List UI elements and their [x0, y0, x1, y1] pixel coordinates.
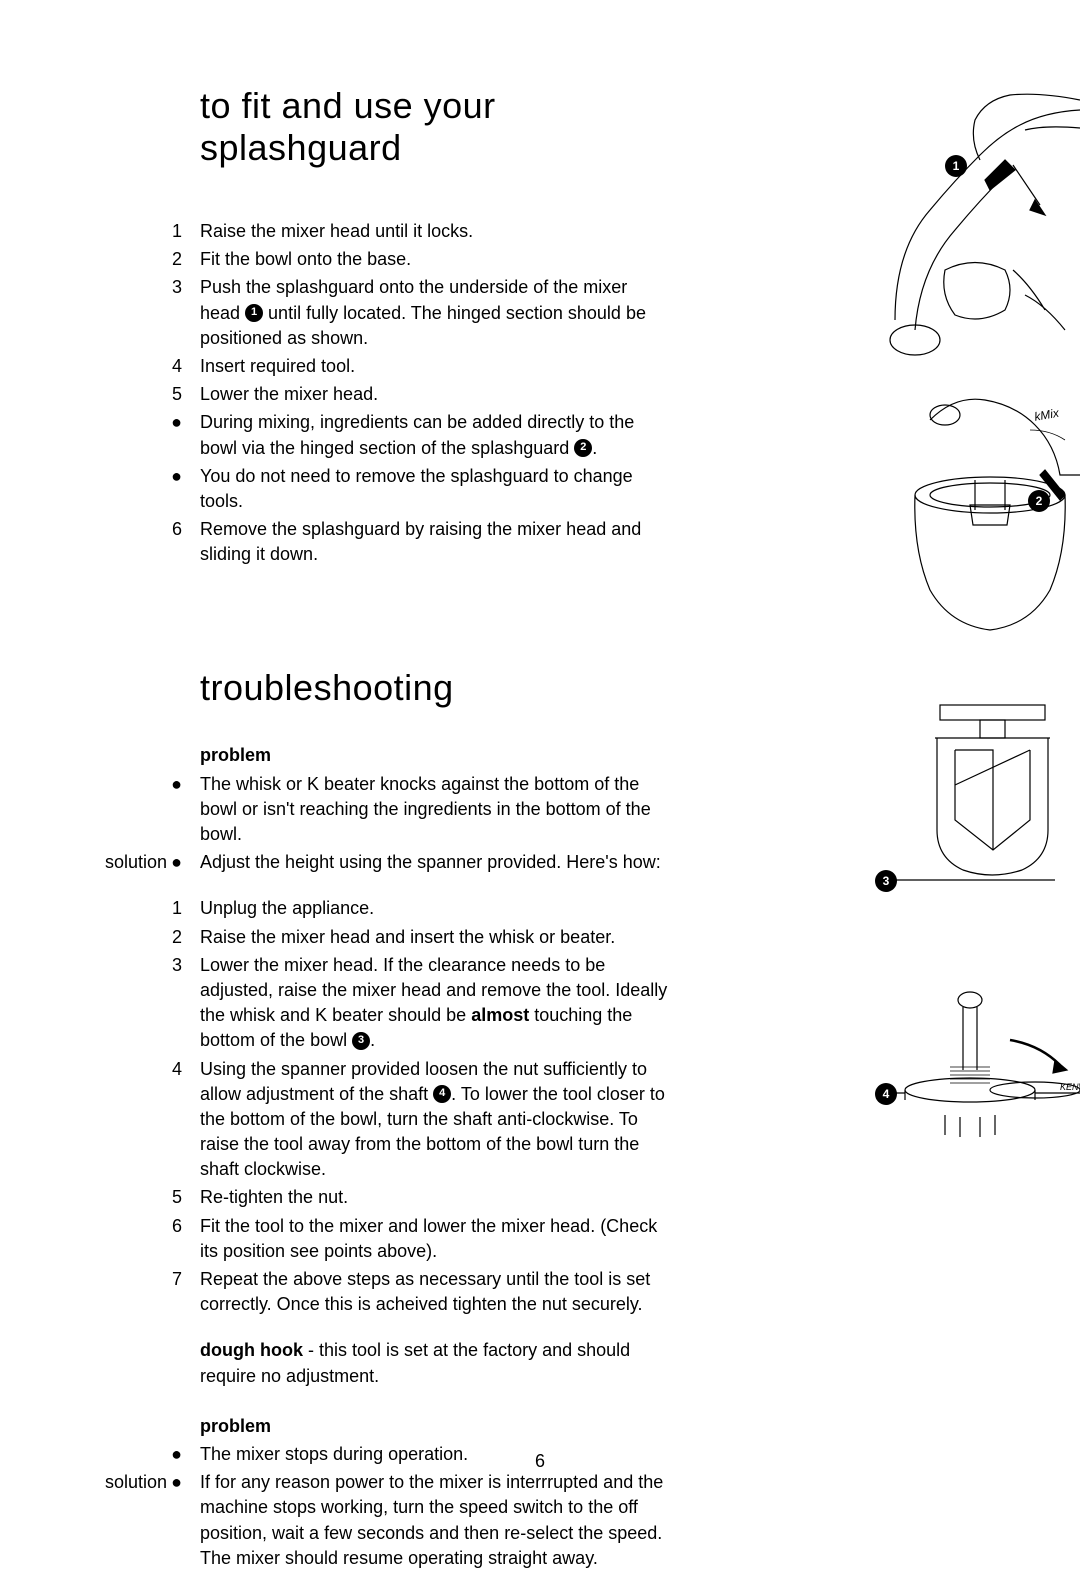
illustration-2: kMix 2 [885, 380, 1080, 640]
bullet-marker: ● [105, 772, 200, 848]
solution-intro: Adjust the height using the spanner prov… [200, 850, 670, 875]
step-text: Unplug the appliance. [200, 896, 670, 921]
step-marker: 1 [105, 896, 200, 921]
problem-label: problem [200, 743, 670, 768]
svg-text:KENW: KENW [1060, 1082, 1080, 1092]
step-marker: 5 [105, 1185, 200, 1210]
callout-2: 2 [1028, 490, 1050, 512]
reference-badge-1: 1 [245, 304, 263, 322]
step-marker: 6 [105, 1214, 200, 1264]
step-text: Raise the mixer head until it locks. [200, 219, 670, 244]
step-text: Push the splashguard onto the underside … [200, 275, 670, 351]
splashguard-heading: to fit and use your splashguard [200, 85, 670, 169]
step-text: Lower the mixer head. If the clearance n… [200, 953, 670, 1054]
bullet-marker: ● [105, 410, 200, 460]
callout-3: 3 [875, 870, 897, 892]
step-marker: 4 [105, 354, 200, 379]
step-marker: 3 [105, 275, 200, 351]
problem-1-block: problem ●The whisk or K beater knocks ag… [105, 739, 670, 1388]
step-text: Fit the tool to the mixer and lower the … [200, 1214, 670, 1264]
splashguard-list: 1Raise the mixer head until it locks. 2F… [105, 219, 670, 567]
illustration-3: 3 [885, 700, 1080, 900]
illustration-4: KENW 4 [885, 985, 1080, 1140]
problem-text: The whisk or K beater knocks against the… [200, 772, 670, 848]
reference-badge-2: 2 [574, 439, 592, 457]
step-text: Repeat the above steps as necessary unti… [200, 1267, 670, 1317]
step-marker: 1 [105, 219, 200, 244]
step-marker: 4 [105, 1057, 200, 1183]
step-text: Re-tighten the nut. [200, 1185, 670, 1210]
troubleshooting-heading: troubleshooting [200, 667, 670, 709]
illustration-1: 1 [885, 70, 1080, 370]
reference-badge-4: 4 [433, 1085, 451, 1103]
step-text: Remove the splashguard by raising the mi… [200, 517, 670, 567]
bullet-marker: ● [105, 1442, 200, 1467]
step-marker: 5 [105, 382, 200, 407]
step-text: Lower the mixer head. [200, 382, 670, 407]
dough-hook-note: dough hook - this tool is set at the fac… [200, 1338, 670, 1388]
problem-text: The mixer stops during operation. [200, 1442, 670, 1467]
step-text: During mixing, ingredients can be added … [200, 410, 670, 460]
step-text: Insert required tool. [200, 354, 670, 379]
step-text: Fit the bowl onto the base. [200, 247, 670, 272]
problem-2-block: problem ●The mixer stops during operatio… [105, 1410, 670, 1571]
solution-label: solution [105, 850, 175, 875]
step-marker: 3 [105, 953, 200, 1054]
step-text: Using the spanner provided loosen the nu… [200, 1057, 670, 1183]
step-marker: 2 [105, 247, 200, 272]
step-text: You do not need to remove the splashguar… [200, 464, 670, 514]
step-marker: 6 [105, 517, 200, 567]
step-marker: 2 [105, 925, 200, 950]
solution-label: solution [105, 1470, 175, 1495]
page-number: 6 [535, 1451, 545, 1472]
step-marker: 7 [105, 1267, 200, 1317]
problem-label: problem [200, 1414, 670, 1439]
reference-badge-3: 3 [352, 1032, 370, 1050]
callout-4: 4 [875, 1083, 897, 1105]
callout-1: 1 [945, 155, 967, 177]
step-text: Raise the mixer head and insert the whis… [200, 925, 670, 950]
solution-text: If for any reason power to the mixer is … [200, 1470, 670, 1571]
bullet-marker: ● [105, 464, 200, 514]
svg-text:kMix: kMix [1033, 406, 1061, 424]
